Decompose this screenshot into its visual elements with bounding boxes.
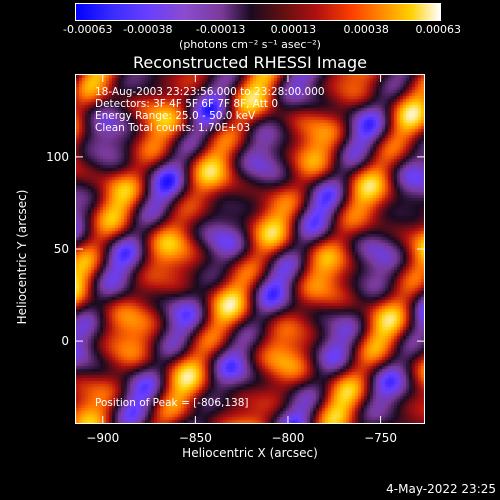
colorbar-tick-label: 0.00013 <box>271 23 317 36</box>
heatmap-image <box>76 75 424 423</box>
colorbar-tick-label: -0.00013 <box>196 23 245 36</box>
info-time-range: 18-Aug-2003 23:23:56.000 to 23:28:00.000 <box>95 86 325 98</box>
colorbar-axis: -0.00063 -0.00038 -0.00013 0.00013 0.00038 0.… <box>63 23 462 36</box>
info-detectors: Detectors: 3F 4F 5F 6F 7F 8F, Att 0 <box>95 98 279 110</box>
x-axis-label: Heliocentric X (arcsec) <box>182 446 318 460</box>
colorbar <box>75 3 441 21</box>
info-method-counts: Clean Total counts: 1.70E+03 <box>95 122 251 134</box>
info-energy-range: Energy Range: 25.0 - 50.0 keV <box>95 110 256 122</box>
chart-title: Reconstructed RHESSI Image <box>133 53 367 72</box>
y-tick-label: 100 <box>46 150 69 164</box>
x-tick-label: −800 <box>271 431 304 445</box>
y-tick-label: 0 <box>61 334 69 348</box>
info-peak-position: Position of Peak = [-806,138] <box>95 397 249 409</box>
colorbar-tick-label: -0.00063 <box>63 23 112 36</box>
y-tick-label: 50 <box>54 242 69 256</box>
x-tick-label: −750 <box>364 431 397 445</box>
x-tick-label: −900 <box>86 431 119 445</box>
timestamp: 4-May-2022 23:25 <box>386 482 496 496</box>
y-axis-label: Heliocentric Y (arcsec) <box>15 189 29 325</box>
colorbar-unit: (photons cm⁻² s⁻¹ asec⁻²) <box>179 38 321 51</box>
colorbar-tick-label: -0.00038 <box>123 23 172 36</box>
x-tick-label: −850 <box>179 431 212 445</box>
colorbar-tick-label: 0.00038 <box>343 23 389 36</box>
colorbar-tick-label: 0.00063 <box>416 23 462 36</box>
